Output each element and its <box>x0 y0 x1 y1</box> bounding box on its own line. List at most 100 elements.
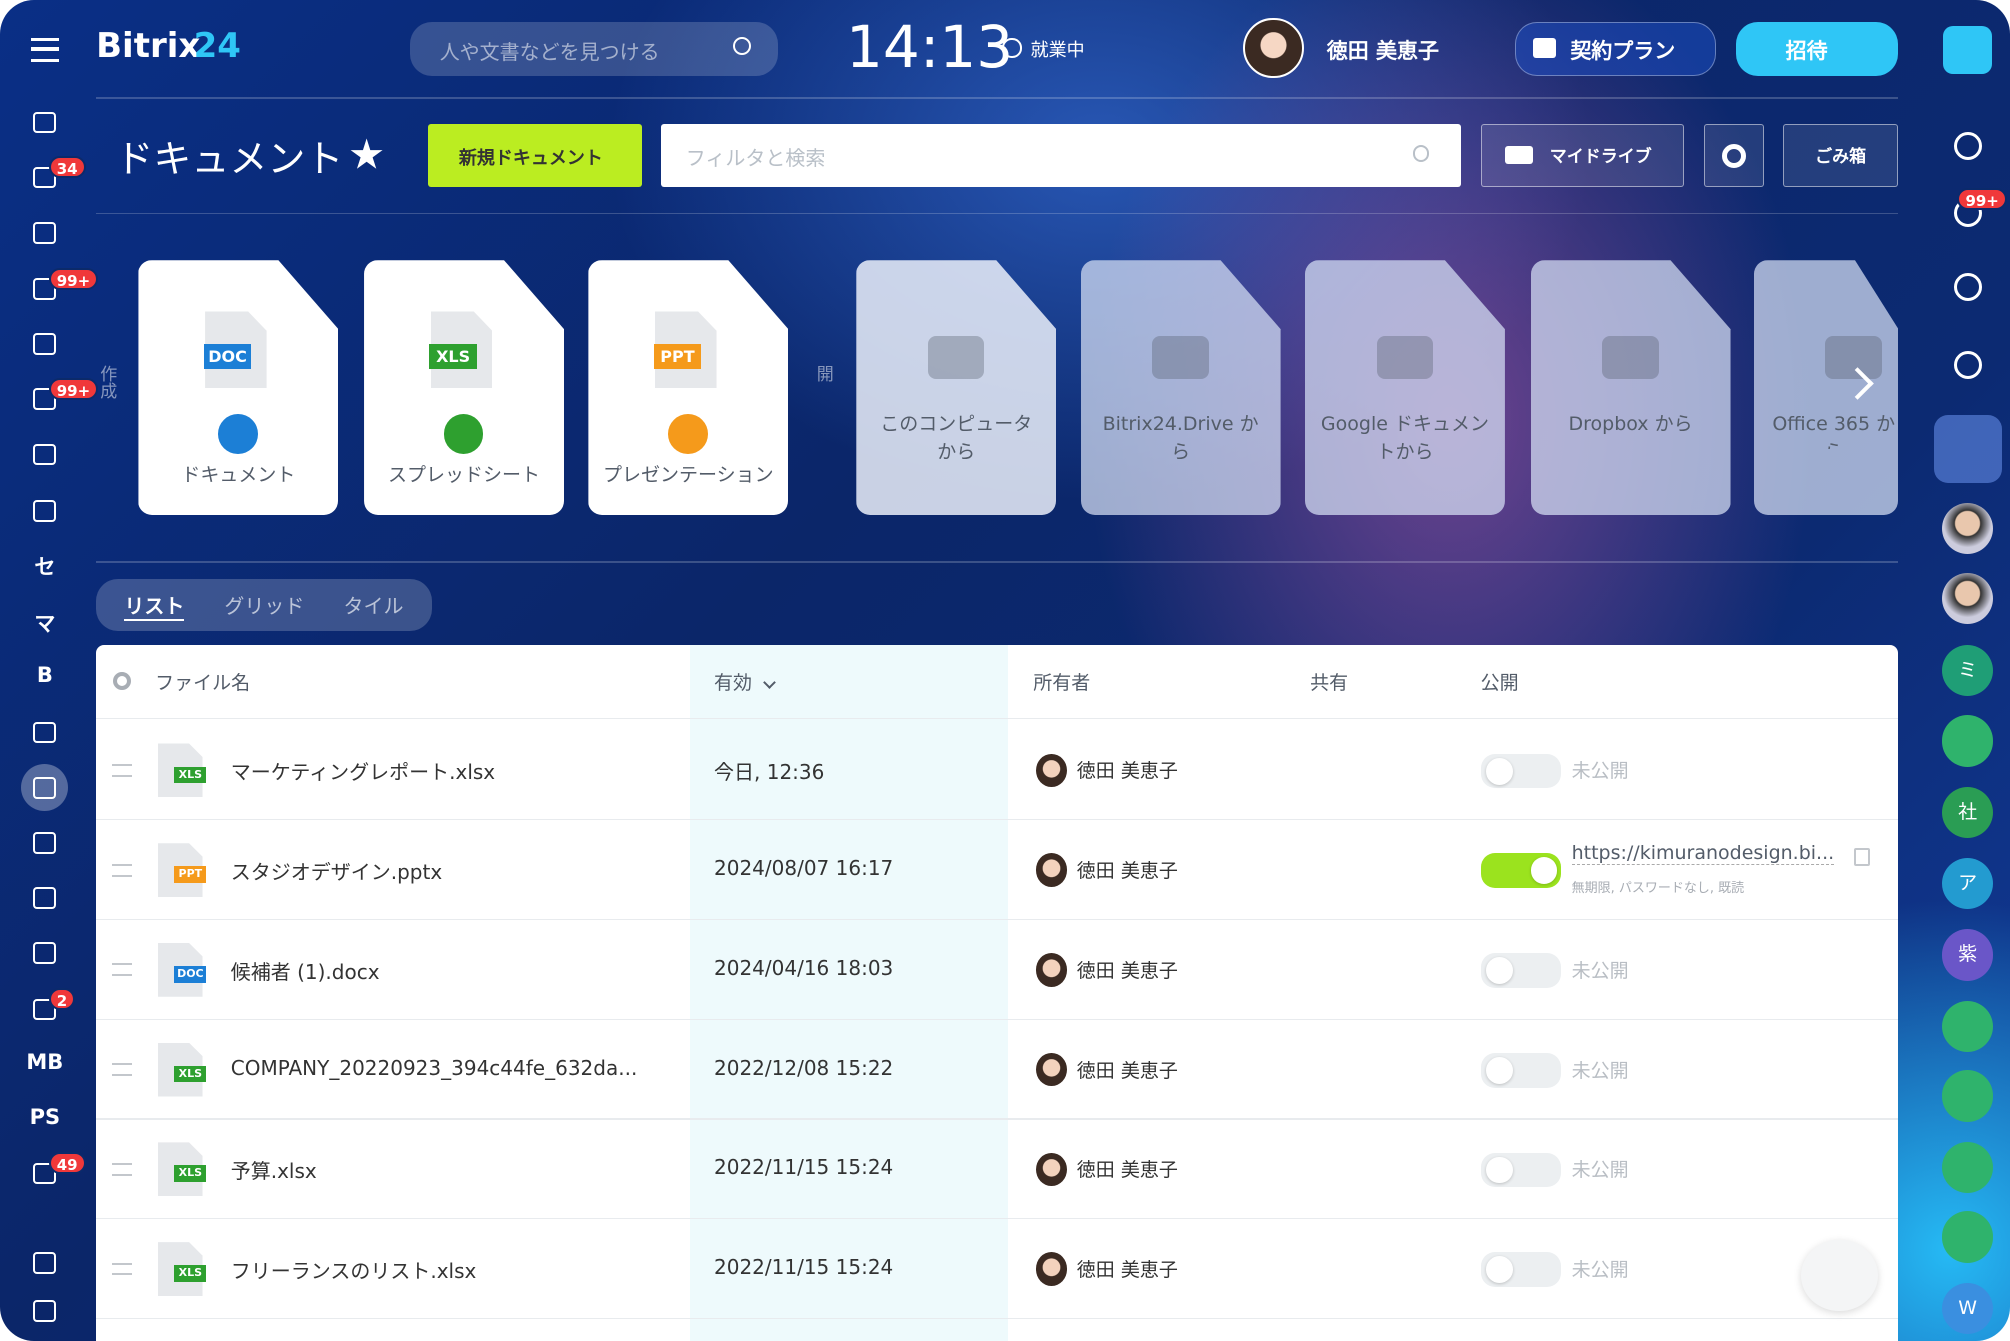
nav-icon[interactable] <box>33 111 57 134</box>
nav-icon[interactable] <box>33 1252 57 1275</box>
copy-icon[interactable] <box>1853 848 1871 867</box>
view-tab[interactable]: リスト <box>124 590 185 621</box>
new-doc-button[interactable] <box>428 124 643 188</box>
tile-label: ドキュメント <box>181 464 296 487</box>
nav-icon[interactable] <box>33 831 57 854</box>
file-date: 2024/08/07 16:17 <box>714 856 894 881</box>
drag-handle[interactable] <box>111 863 133 877</box>
owner-name[interactable]: 徳田 美恵子 <box>1076 1159 1178 1182</box>
drag-handle[interactable] <box>111 764 133 777</box>
nav-letter[interactable]: B <box>36 662 53 687</box>
import-tile[interactable] <box>856 260 1057 516</box>
nav-icon[interactable] <box>33 166 57 189</box>
chat-avatar[interactable]: 社 <box>1942 787 1994 839</box>
right-active[interactable] <box>1934 415 2003 484</box>
owner-name[interactable]: 徳田 美恵子 <box>1076 1258 1178 1281</box>
column-header[interactable]: 共有 <box>1310 671 1349 694</box>
column-header[interactable]: 所有者 <box>1033 671 1091 694</box>
nav-icon[interactable] <box>33 221 57 244</box>
floating-menu[interactable] <box>1801 1239 1878 1312</box>
chat-avatar[interactable]: ア <box>1942 857 1994 909</box>
trash-label[interactable]: ごみ箱 <box>1815 147 1867 168</box>
chat-avatar[interactable] <box>1942 1001 1994 1053</box>
owner-name[interactable]: 徳田 美恵子 <box>1076 760 1178 783</box>
nav-icon[interactable] <box>33 776 57 799</box>
owner-name[interactable]: 徳田 美恵子 <box>1076 1059 1178 1082</box>
nav-icon[interactable] <box>33 1162 57 1185</box>
invite-label[interactable]: 招待 <box>1785 38 1828 63</box>
trash-button[interactable] <box>1783 124 1899 188</box>
import-tile[interactable] <box>1080 260 1281 516</box>
help-button[interactable] <box>1943 25 1993 75</box>
right-icon[interactable] <box>1953 132 1982 161</box>
search-icon <box>733 37 752 56</box>
drag-handle[interactable] <box>111 963 133 977</box>
menu-button[interactable] <box>30 38 59 62</box>
chat-avatar[interactable] <box>1942 1211 1994 1263</box>
row-line <box>96 1018 1899 1020</box>
column-header[interactable]: 公開 <box>1480 671 1519 694</box>
chat-avatar[interactable] <box>1942 715 1994 767</box>
menu-bar <box>30 47 59 52</box>
drag-handle[interactable] <box>111 1063 133 1076</box>
nav-icon[interactable] <box>33 887 57 909</box>
owner-name[interactable]: 徳田 美恵子 <box>1076 959 1178 982</box>
plan-label[interactable]: 契約プラン <box>1570 38 1676 63</box>
owner-name[interactable]: 徳田 美恵子 <box>1076 860 1178 883</box>
user-avatar[interactable] <box>1243 17 1304 79</box>
favorite-star[interactable] <box>350 138 383 169</box>
nav-icon[interactable] <box>33 333 57 356</box>
file-name[interactable]: 候補者 (1).docx <box>230 959 380 984</box>
nav-icon[interactable] <box>33 998 57 1021</box>
table-settings-icon[interactable] <box>112 671 131 690</box>
chat-avatar[interactable]: 紫 <box>1942 929 1994 981</box>
column-header[interactable]: 有効 <box>714 671 753 694</box>
column-header[interactable]: ファイル名 <box>155 671 251 694</box>
file-name[interactable]: スタジオデザイン.pptx <box>230 860 443 885</box>
nav-letter[interactable]: マ <box>34 611 56 636</box>
nav-letter[interactable]: PS <box>29 1104 61 1129</box>
nav-letter[interactable]: MB <box>26 1049 64 1074</box>
new-doc-label[interactable]: 新規ドキュメント <box>458 147 603 169</box>
nav-icon[interactable] <box>33 942 57 964</box>
my-drive-label[interactable]: マイドライブ <box>1549 147 1652 168</box>
logo-number: 24 <box>193 25 241 66</box>
nav-icon[interactable] <box>33 721 57 744</box>
chat-avatar[interactable] <box>1942 1070 1994 1122</box>
public-link[interactable]: https://kimuranodesign.bi... <box>1571 841 1835 865</box>
right-icon[interactable] <box>1953 351 1982 380</box>
tiles-divider <box>96 561 1899 563</box>
public-status: 未公開 <box>1571 1258 1629 1281</box>
right-icon[interactable] <box>1953 273 1982 302</box>
drag-handle[interactable] <box>111 1162 133 1176</box>
public-status: 未公開 <box>1571 1059 1629 1082</box>
import-label: Bitrix24.Drive から <box>1102 413 1259 464</box>
file-type: XLS <box>174 1165 207 1183</box>
nav-badge: 34 <box>48 156 86 179</box>
file-name[interactable]: フリーランスのリスト.xlsx <box>230 1258 477 1283</box>
invite-button[interactable] <box>1735 21 1899 76</box>
nav-icon[interactable] <box>33 1299 57 1322</box>
chat-avatar[interactable]: ミ <box>1942 644 1994 697</box>
row-line <box>96 918 1899 921</box>
user-name[interactable]: 徳田 美恵子 <box>1326 38 1440 63</box>
import-tile[interactable] <box>1530 260 1731 516</box>
file-name[interactable]: COMPANY_20220923_394c44fe_632da... <box>230 1055 638 1080</box>
contact-avatar[interactable] <box>1942 502 1994 554</box>
import-tile[interactable] <box>1753 260 1899 516</box>
search-box[interactable] <box>410 21 779 76</box>
view-tab[interactable]: タイル <box>343 593 404 618</box>
view-tab[interactable]: グリッド <box>224 593 305 618</box>
chat-avatar[interactable]: W <box>1942 1283 1994 1335</box>
chat-avatar[interactable] <box>1942 1142 1994 1194</box>
toolbar-divider <box>96 212 1899 215</box>
nav-letter[interactable]: セ <box>34 555 56 580</box>
import-tile[interactable] <box>1304 260 1505 516</box>
file-name[interactable]: 予算.xlsx <box>230 1159 317 1184</box>
filter-box[interactable] <box>661 124 1462 188</box>
file-name[interactable]: マーケティングレポート.xlsx <box>230 760 496 785</box>
nav-icon[interactable] <box>33 499 57 522</box>
drag-handle[interactable] <box>111 1262 133 1276</box>
contact-avatar[interactable] <box>1942 573 1994 625</box>
nav-icon[interactable] <box>33 443 57 466</box>
